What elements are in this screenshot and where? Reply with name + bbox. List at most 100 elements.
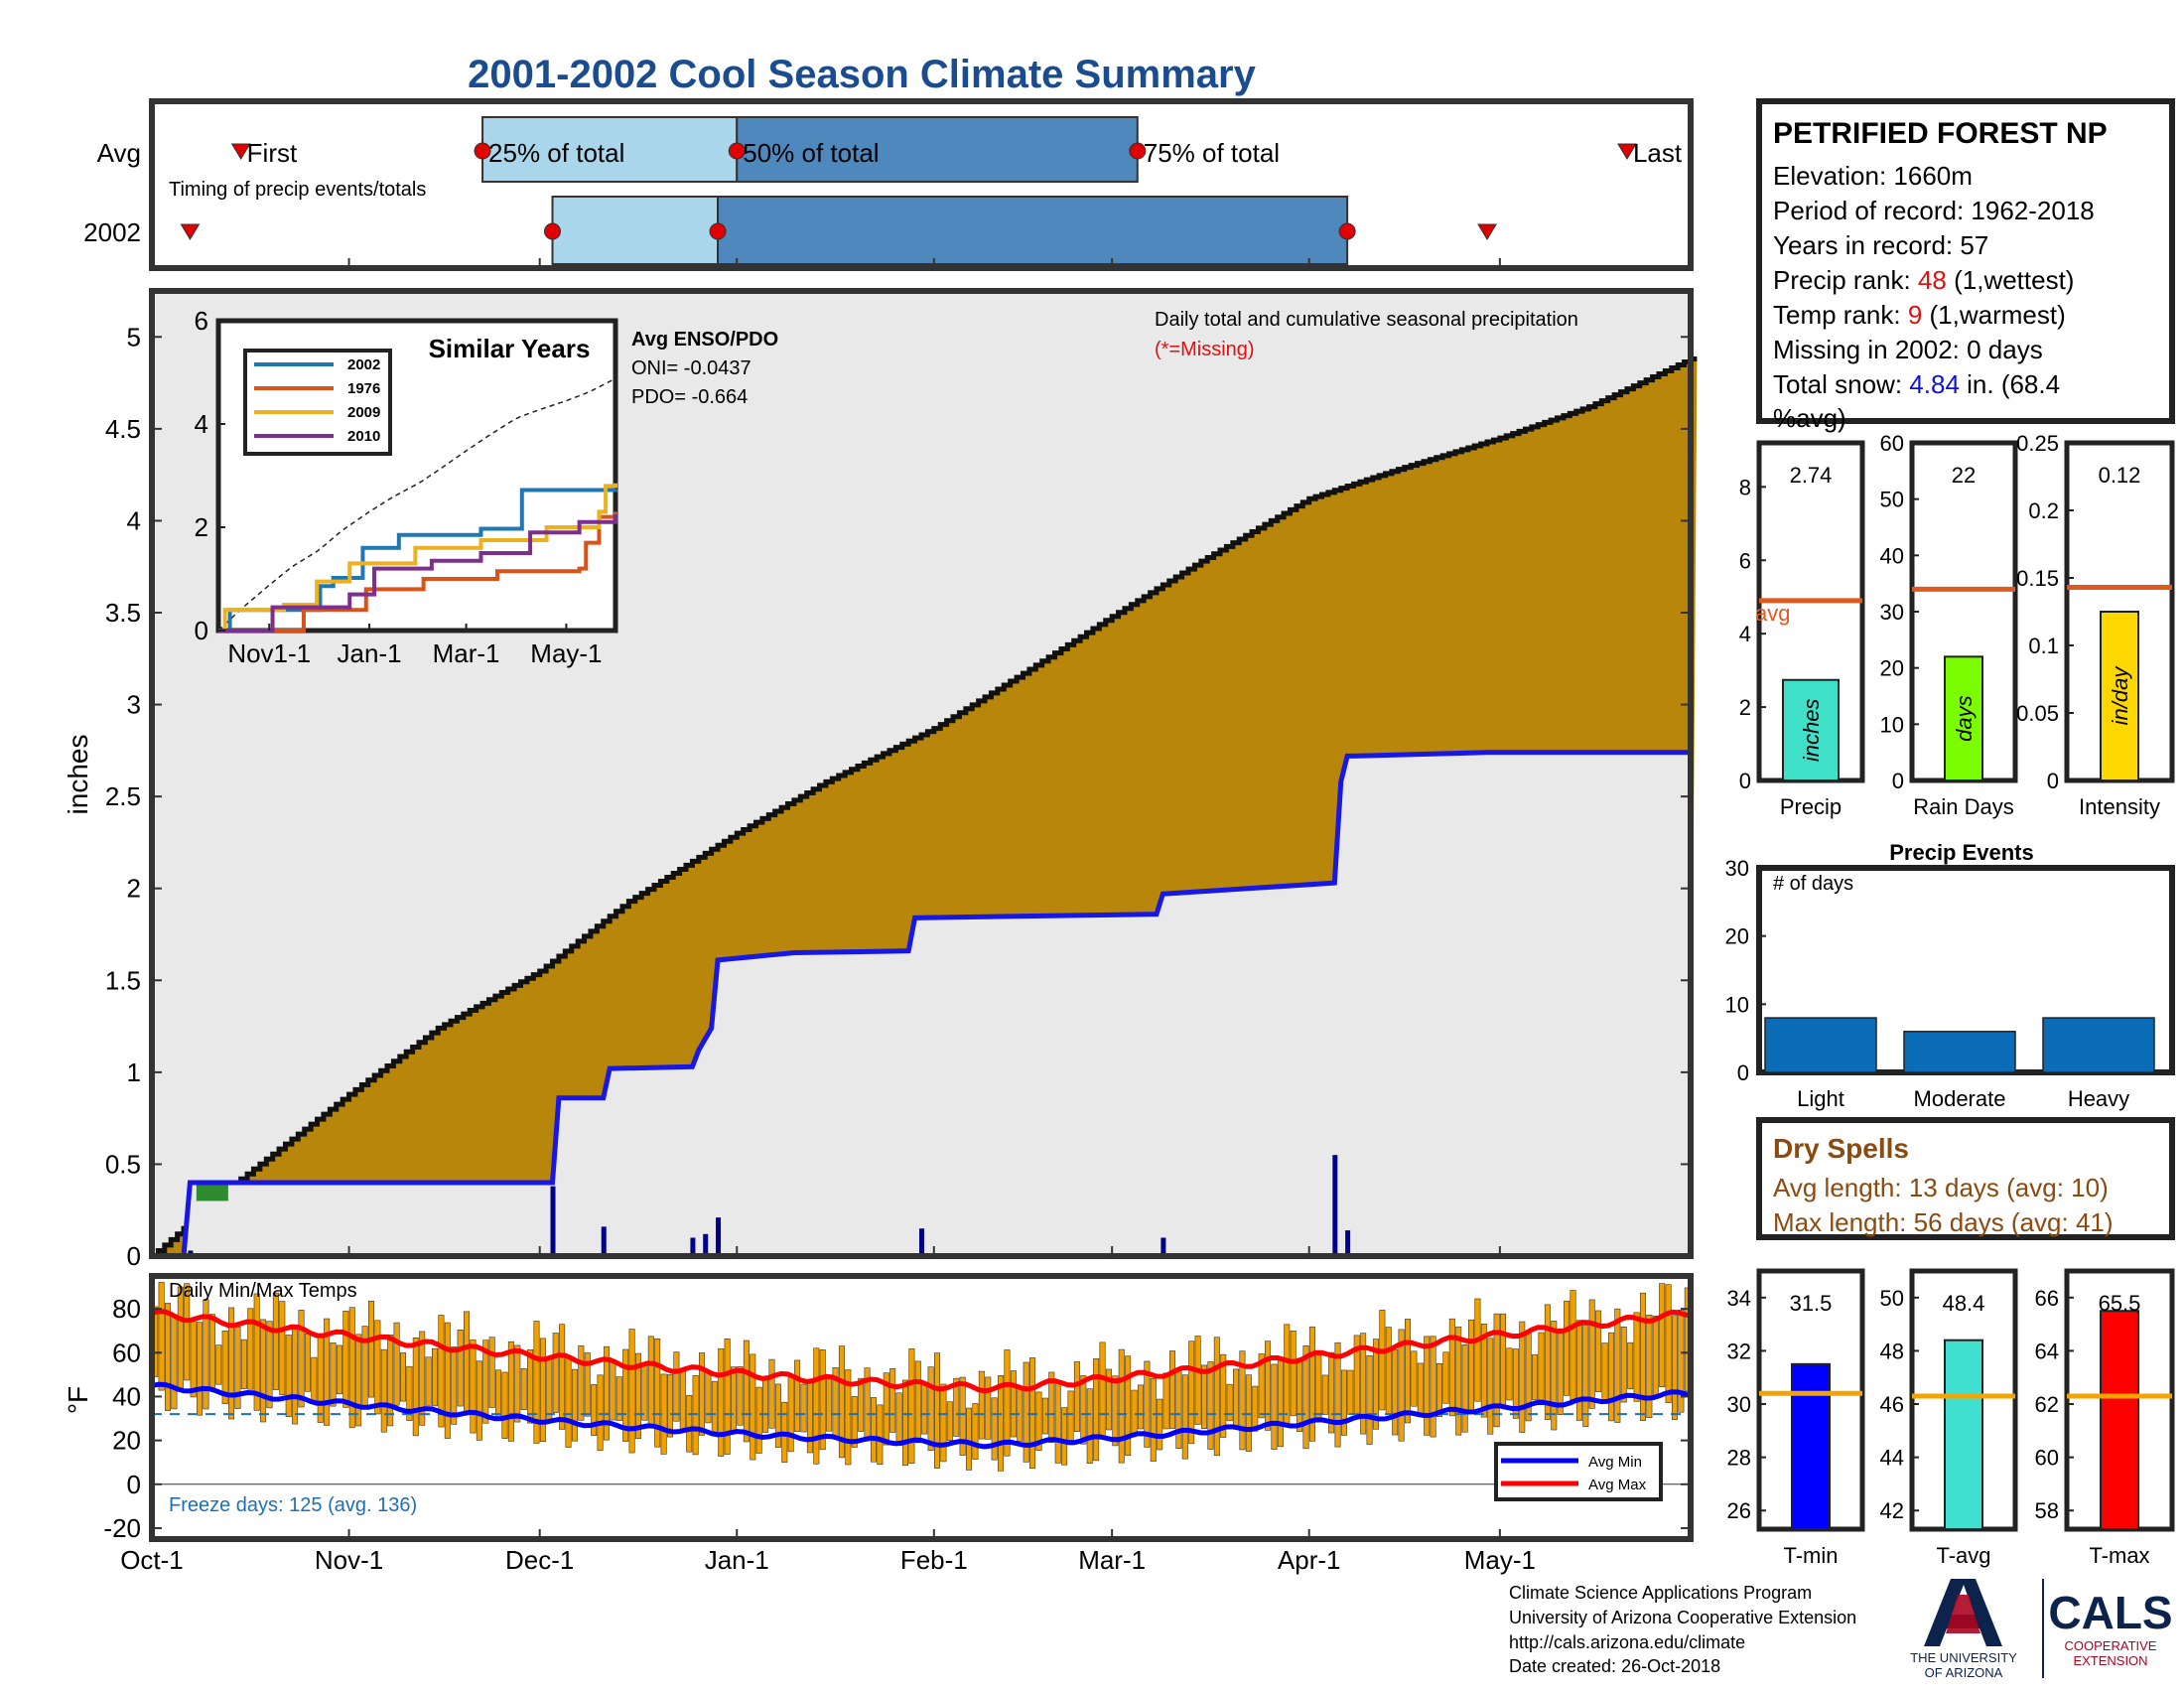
daily-temp-bar (978, 1370, 985, 1440)
daily-temp-bar (1188, 1340, 1195, 1445)
station-period: Period of record: 1962-2018 (1773, 196, 2095, 225)
cumulative-average-outline (152, 356, 1698, 1259)
daily-temp-bar (1601, 1342, 1608, 1401)
legend-avg-min: Avg Min (1588, 1454, 1642, 1471)
credit-line-2: University of Arizona Cooperative Extens… (1509, 1608, 1856, 1627)
main-precip-chart: 0 0.5 1 1.5 2 2.5 3 3.5 4 4.5 5 inches Daily total… (63, 288, 1698, 1271)
daily-temp-bar (826, 1377, 833, 1432)
main-note: Daily total and cumulative seasonal prec… (1155, 309, 1578, 331)
daily-temp-bar (1099, 1341, 1106, 1440)
daily-temp-bar (603, 1345, 610, 1441)
precip-tick-label: 0 (1739, 769, 1751, 793)
daily-temp-bar (634, 1352, 641, 1440)
daily-temp-bar (615, 1376, 622, 1421)
timing-q75-marker (1338, 222, 1356, 240)
t-max-tick-label: 58 (2035, 1498, 2059, 1523)
daily-temp-bar (787, 1374, 794, 1453)
daily-temp-bar (1442, 1351, 1449, 1404)
daily-temp-bar (559, 1324, 566, 1430)
daily-temp-bar (1493, 1313, 1500, 1428)
y-tick-label: 0 (127, 1241, 141, 1271)
credit-line-3: http://cals.arizona.edu/climate (1509, 1632, 1745, 1652)
daily-temp-bar (1665, 1284, 1672, 1403)
daily-temp-bar (1290, 1330, 1297, 1417)
events-bar-light (1764, 1017, 1877, 1073)
daily-temp-bar (1360, 1333, 1367, 1435)
daily-temp-bar (464, 1311, 471, 1412)
events-tick-label: 30 (1725, 856, 1749, 881)
daily-temp-bar (470, 1339, 477, 1434)
daily-temp-bar (985, 1376, 992, 1440)
timing-q75-label: 75% of total (1144, 138, 1280, 168)
x-tick-label: Feb-1 (900, 1545, 968, 1575)
timing-box-q25-q50 (551, 196, 720, 265)
inset-title: Similar Years (429, 334, 591, 363)
inset-x-tick-label: May-1 (530, 638, 602, 668)
temps-y-tick-label: -20 (103, 1513, 141, 1543)
inset-series-1976 (218, 511, 617, 633)
daily-temp-bar (1500, 1313, 1507, 1406)
daily-temp-bar (647, 1336, 654, 1426)
daily-temp-bar (1194, 1336, 1201, 1425)
precip-bar-text: inches (1799, 699, 1824, 763)
precip-panel: 0 2 4 6 8 2.74 Precip inches avg (1739, 440, 1865, 819)
daily-temp-bar (858, 1377, 865, 1432)
rain-days-panel: 0 10 20 30 40 50 60 22 Rain Days days (1880, 431, 2018, 819)
daily-temp-bar (527, 1348, 534, 1424)
t-avg-x-label: T-avg (1936, 1543, 1990, 1568)
daily-temp-bar (1181, 1374, 1188, 1460)
daily-temp-bar (317, 1334, 324, 1423)
daily-temp-bar (279, 1301, 286, 1396)
daily-temp-bar (1468, 1319, 1475, 1411)
rain-days-tick-label: 40 (1880, 543, 1904, 568)
precip-rank: Precip rank: 48 (1,wettest) (1773, 265, 2074, 295)
daily-temp-bar (1029, 1357, 1036, 1470)
intensity-panel: 0 0.05 0.1 0.15 0.2 0.25 0.12 Intensity in/day (2016, 431, 2175, 819)
dry-spells-max: Max length: 56 days (avg: 41) (1773, 1207, 2114, 1237)
daily-temp-bar (1137, 1384, 1144, 1430)
daily-temp-bar (794, 1359, 801, 1432)
daily-temp-bar (444, 1322, 451, 1439)
temps-legend: Avg Min Avg Max (1494, 1442, 1663, 1501)
daily-temp-bar (966, 1407, 973, 1471)
daily-temp-bar (1366, 1354, 1373, 1445)
daily-temp-bar (1519, 1321, 1526, 1433)
daily-temp-bar (476, 1360, 482, 1441)
y-tick-label: 2 (127, 874, 141, 904)
t-min-tick-label: 30 (1727, 1392, 1751, 1417)
freeze-days-text: Freeze days: 125 (avg. 136) (169, 1494, 417, 1516)
daily-temp-bar (1595, 1310, 1602, 1392)
t-max-tick-label: 66 (2035, 1286, 2059, 1311)
timing-q75-marker (1129, 142, 1147, 160)
daily-temp-bar (1607, 1332, 1614, 1422)
daily-temp-bar (1168, 1350, 1175, 1429)
rain-days-value-label: 22 (1952, 463, 1976, 488)
daily-temp-bar (342, 1311, 349, 1408)
daily-temp-bar (1112, 1375, 1119, 1447)
daily-temp-bar (165, 1303, 172, 1411)
inset-x-tick-label: Jan-1 (338, 638, 402, 668)
dry-spells-box: Dry Spells Avg length: 13 days (avg: 10)… (1756, 1117, 2175, 1240)
oni-value: ONI= -0.0437 (631, 357, 751, 379)
main-y-label: inches (63, 735, 93, 815)
t-avg-tick-label: 48 (1880, 1339, 1904, 1363)
daily-temp-bar (285, 1335, 292, 1418)
x-tick-label: Nov-1 (315, 1545, 383, 1575)
precip-value-label: 2.74 (1790, 463, 1833, 488)
inset-x-tick-label: Nov1-1 (227, 638, 311, 668)
events-category-label: Light (1797, 1086, 1844, 1111)
daily-temp-bar (348, 1307, 355, 1429)
daily-temp-bar (451, 1346, 458, 1425)
daily-temp-bar (819, 1349, 826, 1451)
inset-x-tick-label: Mar-1 (433, 638, 500, 668)
t-max-panel: 58 60 62 64 66 65.5 T-max (2035, 1268, 2175, 1568)
timing-last-marker (1477, 223, 1497, 240)
events-tick-label: 0 (1737, 1060, 1749, 1085)
daily-temp-bar (1379, 1310, 1386, 1411)
daily-temp-bar (1125, 1355, 1132, 1457)
dry-spells-avg: Avg length: 13 days (avg: 10) (1773, 1173, 2109, 1202)
daily-temp-bar (1614, 1308, 1621, 1423)
t-avg-tick-label: 46 (1880, 1392, 1904, 1417)
inset-series-2010 (218, 514, 617, 633)
